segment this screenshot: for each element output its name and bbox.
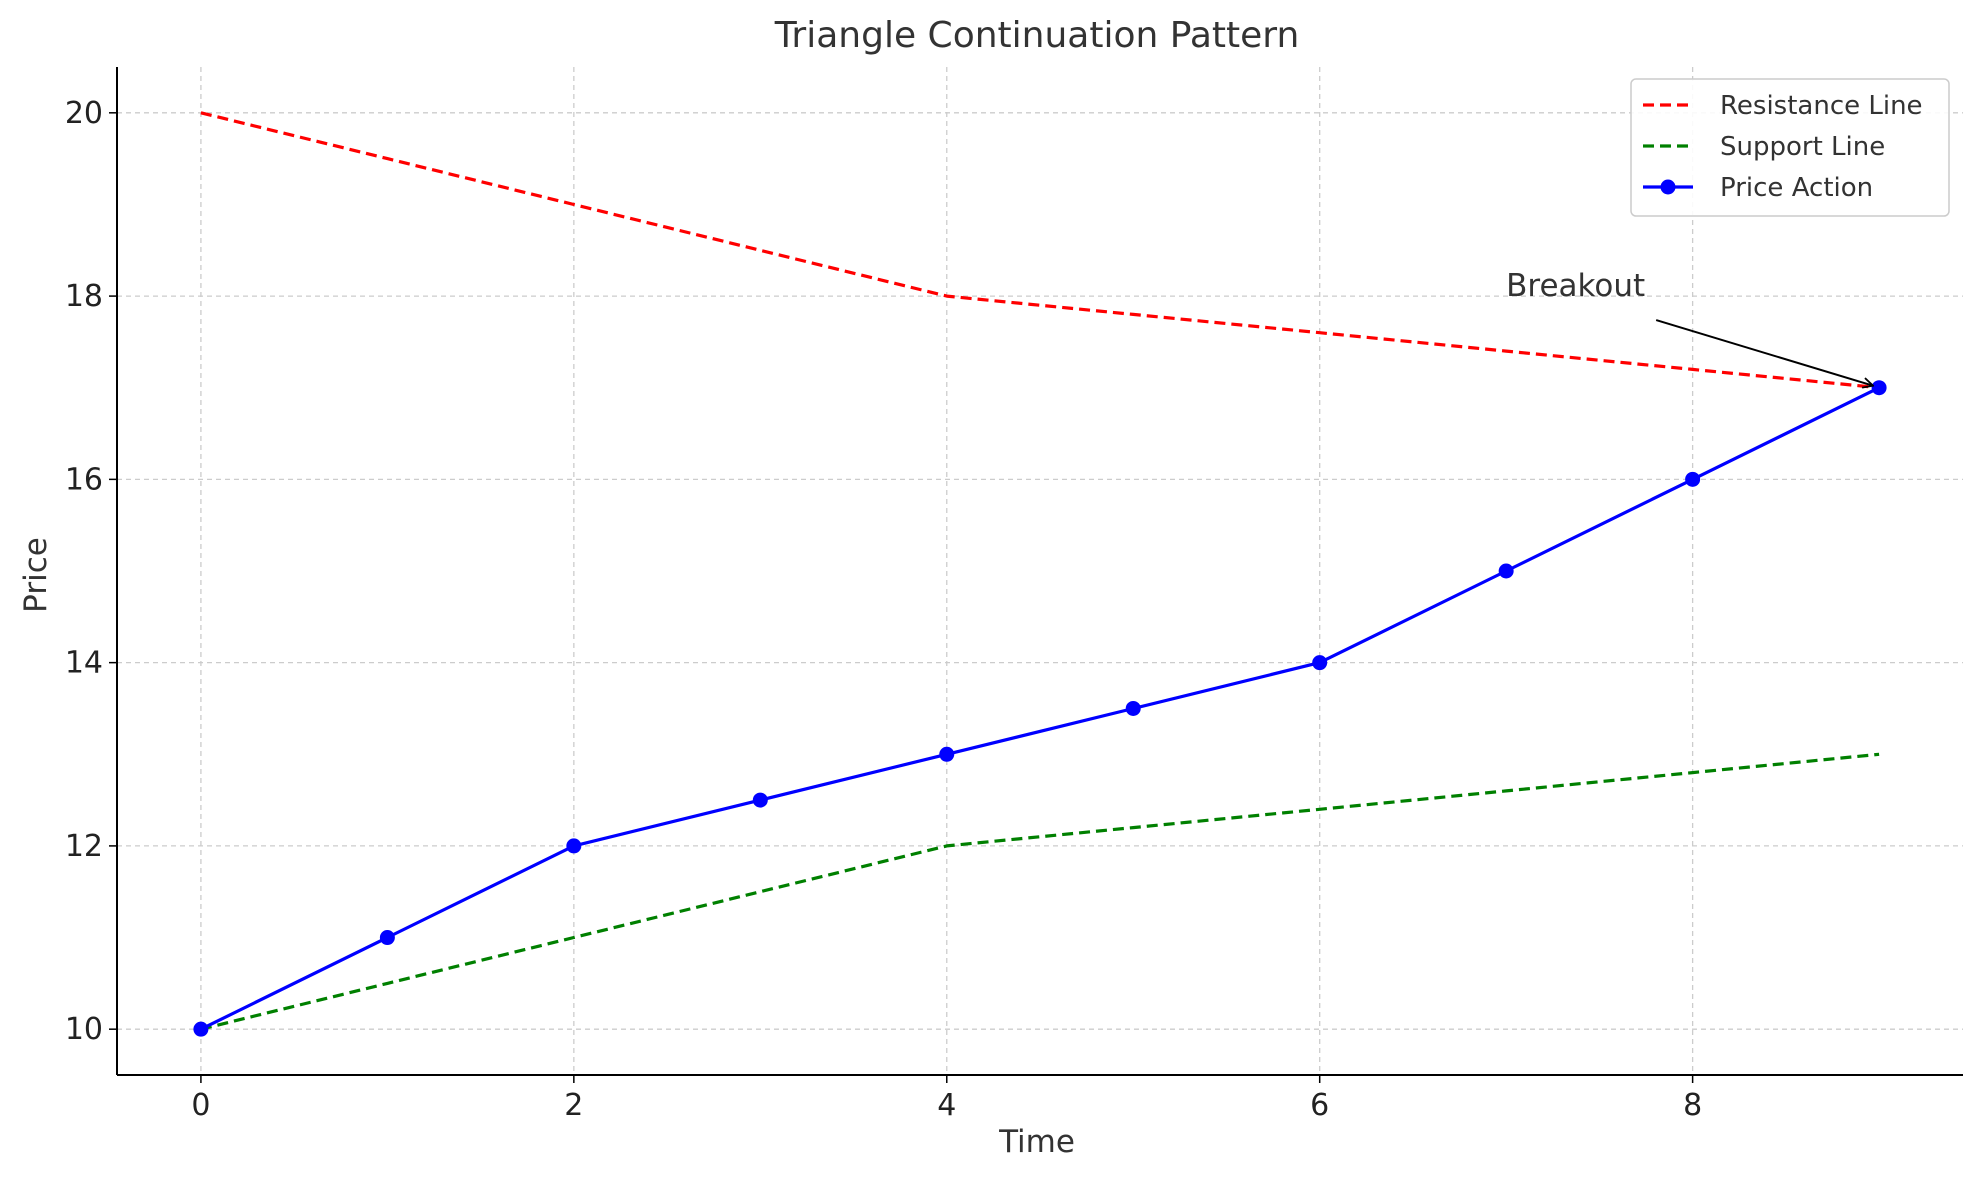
y-tick-label: 20 xyxy=(65,96,103,131)
y-tick-label: 12 xyxy=(65,829,103,864)
x-axis-label: Time xyxy=(998,1124,1075,1160)
series-line-support-line xyxy=(200,752,1880,1031)
data-point xyxy=(566,838,582,854)
legend: Resistance Line Support Line Price Action xyxy=(1630,78,1950,217)
y-tick-label: 18 xyxy=(65,279,103,314)
y-tick-label: 14 xyxy=(65,646,103,681)
y-tick-label: 10 xyxy=(65,1012,103,1047)
data-point xyxy=(1685,471,1701,487)
data-point xyxy=(1871,380,1887,396)
y-tick-label: 16 xyxy=(65,462,103,497)
legend-label: Price Action xyxy=(1720,173,1873,203)
annotation-label: Breakout xyxy=(1506,268,1645,304)
data-point xyxy=(1312,655,1328,671)
data-point xyxy=(752,792,768,808)
axes: 0 2 4 6 8 10 12 14 16 18 20 xyxy=(65,67,1963,1123)
series-line-resistance-line xyxy=(200,111,1880,390)
data-point xyxy=(1498,563,1514,579)
legend-marker xyxy=(1660,179,1676,195)
legend-label: Resistance Line xyxy=(1720,91,1923,121)
data-point xyxy=(939,746,955,762)
data-point xyxy=(193,1021,209,1037)
legend-box xyxy=(1630,78,1950,217)
x-tick-label: 0 xyxy=(191,1088,210,1123)
grid xyxy=(117,67,1963,1075)
chart-title: Triangle Continuation Pattern xyxy=(774,15,1300,56)
series-line-price-action xyxy=(200,386,1880,1031)
legend-label: Support Line xyxy=(1720,132,1885,162)
y-axis-label: Price xyxy=(18,537,54,613)
x-tick-label: 8 xyxy=(1683,1088,1702,1123)
x-tick-label: 2 xyxy=(564,1088,583,1123)
x-tick-label: 6 xyxy=(1310,1088,1329,1123)
data-point xyxy=(379,930,395,946)
annotation-arrow xyxy=(1655,319,1873,386)
x-tick-label: 4 xyxy=(937,1088,956,1123)
annotations: Breakout xyxy=(1506,268,1873,386)
series-layer xyxy=(193,111,1887,1037)
data-point xyxy=(1125,700,1141,716)
